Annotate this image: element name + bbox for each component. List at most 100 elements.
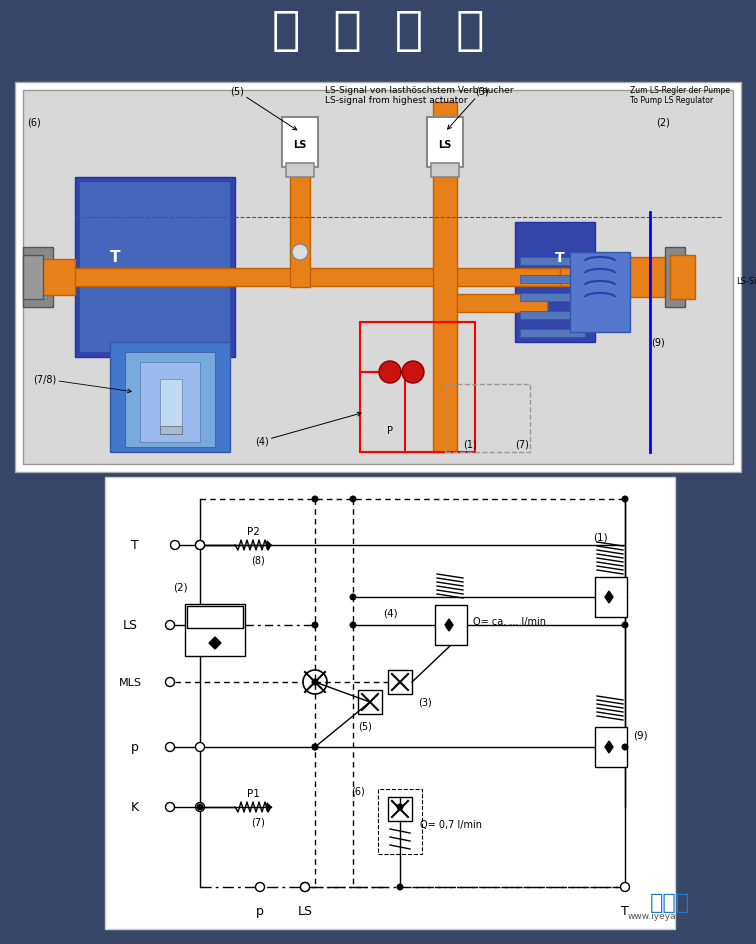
Circle shape (379, 362, 401, 383)
Text: p: p (131, 741, 139, 753)
Polygon shape (605, 591, 613, 603)
Circle shape (300, 883, 309, 891)
Circle shape (196, 541, 205, 550)
Text: www.iyeya.cn: www.iyeya.cn (627, 912, 690, 920)
Bar (520, 276, 585, 284)
Text: 爱液压: 爱液压 (650, 892, 690, 912)
Bar (160, 379, 182, 434)
Polygon shape (267, 542, 271, 549)
Text: K: K (131, 801, 139, 814)
Bar (388, 797, 412, 821)
Bar (40, 260, 75, 295)
Bar (358, 690, 382, 715)
Text: LS-signal from highest actuator: LS-signal from highest actuator (325, 96, 467, 106)
Circle shape (396, 884, 404, 890)
Text: To Pump LS Regulator: To Pump LS Regulator (630, 96, 713, 106)
Bar (140, 362, 200, 443)
Text: P: P (387, 426, 393, 435)
Text: (6): (6) (351, 786, 365, 796)
Bar (160, 427, 182, 434)
Bar (27, 274, 47, 278)
Circle shape (621, 744, 628, 750)
Bar (23, 247, 53, 308)
Bar (290, 123, 310, 288)
Text: (2): (2) (172, 582, 187, 593)
Text: Q= 0,7 l/min: Q= 0,7 l/min (420, 819, 482, 829)
Text: P1: P1 (246, 788, 259, 799)
Circle shape (311, 496, 318, 503)
Bar (615, 258, 670, 297)
Circle shape (196, 802, 205, 812)
Bar (388, 670, 412, 694)
Bar (570, 253, 630, 332)
Bar (595, 578, 627, 617)
Text: T: T (110, 250, 120, 265)
Bar (75, 177, 235, 358)
Text: (2): (2) (656, 118, 670, 127)
Text: (3): (3) (418, 698, 432, 707)
Bar (15, 83, 741, 473)
Text: (4): (4) (383, 608, 398, 618)
Bar (457, 295, 547, 312)
Bar (187, 606, 243, 629)
Polygon shape (605, 741, 613, 753)
Bar (40, 269, 560, 287)
Text: Q= ca. ... l/min: Q= ca. ... l/min (473, 616, 546, 626)
Text: (9): (9) (651, 338, 665, 347)
Bar (185, 604, 245, 656)
Circle shape (197, 803, 203, 811)
Bar (520, 258, 585, 265)
Bar (27, 280, 47, 286)
Text: LS: LS (438, 140, 451, 150)
Bar (23, 91, 733, 464)
Bar (282, 118, 318, 168)
Polygon shape (445, 619, 453, 632)
Text: (5): (5) (358, 721, 372, 732)
Text: (8): (8) (251, 555, 265, 565)
Circle shape (166, 802, 175, 812)
Circle shape (349, 622, 357, 629)
Circle shape (621, 883, 630, 891)
Circle shape (166, 743, 175, 751)
Bar (125, 353, 215, 447)
Circle shape (300, 883, 309, 891)
Circle shape (256, 883, 265, 891)
Circle shape (311, 744, 318, 750)
Text: LS: LS (122, 619, 138, 632)
Circle shape (196, 743, 205, 751)
Circle shape (621, 622, 628, 629)
Bar (80, 183, 230, 353)
Bar (560, 269, 680, 287)
Text: T: T (621, 904, 629, 918)
Text: (6): (6) (27, 118, 41, 127)
Bar (427, 118, 463, 168)
Bar (520, 329, 585, 338)
Bar (431, 164, 459, 177)
Circle shape (311, 744, 318, 750)
Text: P2: P2 (246, 527, 259, 536)
Bar (27, 295, 47, 299)
Text: (3): (3) (448, 87, 488, 130)
Circle shape (292, 244, 308, 261)
Text: (4): (4) (255, 413, 361, 447)
Text: Zum LS-Regler der Pumpe: Zum LS-Regler der Pumpe (630, 87, 730, 95)
Text: (7): (7) (515, 440, 529, 449)
Circle shape (166, 678, 175, 687)
Circle shape (196, 541, 205, 550)
Bar (670, 256, 695, 299)
Circle shape (311, 679, 318, 685)
Text: LS-Signal: LS-Signal (736, 278, 756, 286)
Bar (445, 384, 530, 452)
Bar (378, 789, 422, 854)
Bar (286, 164, 314, 177)
Bar (110, 343, 230, 452)
Text: LS: LS (298, 904, 312, 918)
Text: p: p (256, 904, 264, 918)
Circle shape (311, 622, 318, 629)
Circle shape (171, 541, 179, 550)
Bar (520, 312, 585, 320)
Bar (515, 223, 595, 343)
Bar (27, 267, 47, 272)
Circle shape (396, 803, 404, 811)
Text: (7): (7) (251, 818, 265, 827)
